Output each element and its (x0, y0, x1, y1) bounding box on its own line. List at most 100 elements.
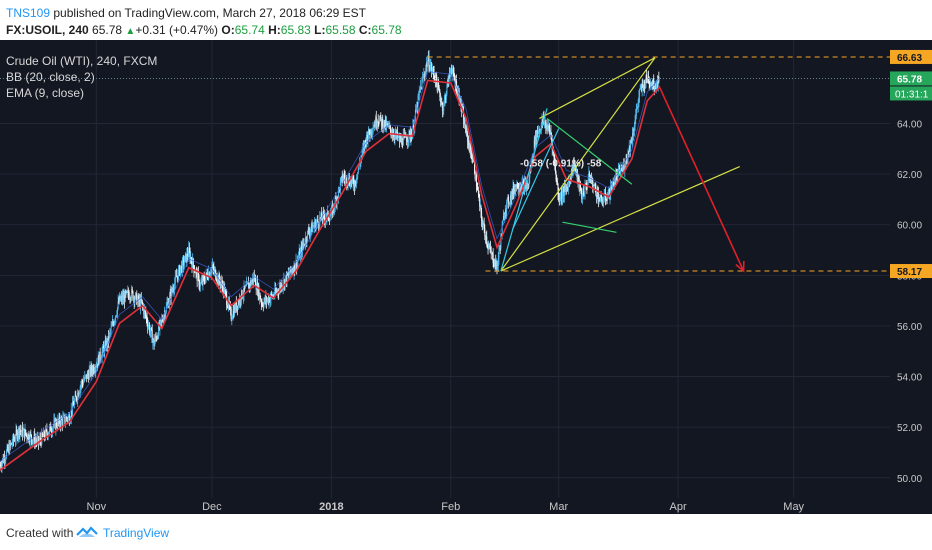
tradingview-link[interactable]: TradingView (103, 526, 170, 540)
candle-down (29, 440, 31, 443)
candle-down (576, 169, 578, 181)
candle-down (614, 182, 616, 183)
candle-up (357, 172, 359, 179)
candle-up (427, 56, 429, 61)
candle-up (274, 288, 276, 296)
candle-up (397, 136, 399, 138)
candle-up (417, 96, 419, 110)
candle-down (253, 276, 255, 280)
candle-up (220, 283, 222, 286)
candle-up (602, 202, 604, 205)
candle-up (520, 187, 522, 189)
price-chart[interactable]: -0.58 (-0.91%) -58 50.00 52.00 54.00 56.00 5… (0, 40, 932, 514)
candle-up (640, 86, 642, 89)
legend-bb[interactable]: BB (20, close, 2) (6, 70, 95, 84)
candle-up (383, 120, 385, 127)
candle-up (516, 182, 518, 187)
candle-down (106, 340, 108, 346)
candle-up (443, 99, 445, 103)
candle-down (133, 297, 135, 303)
candle-down (97, 363, 99, 366)
candle-down (405, 137, 407, 142)
symbol-quote-line: FX:USOIL, 240 65.78 ▲+0.31 (+0.47%) O:65… (6, 23, 402, 37)
candle-down (492, 253, 494, 254)
candle-up (425, 68, 427, 75)
candle-down (632, 133, 634, 135)
candle-up (231, 317, 233, 319)
candle-down (341, 175, 343, 182)
candle-down (217, 275, 219, 284)
candle-down (438, 88, 440, 91)
candle-down (426, 63, 428, 67)
open-value: 65.74 (234, 23, 265, 37)
candle-down (288, 273, 290, 275)
candle-down (545, 122, 547, 129)
candle-up (361, 155, 363, 159)
candle-down (303, 243, 305, 246)
candle-down (296, 260, 298, 268)
candle-up (212, 265, 214, 267)
candle-up (357, 169, 359, 173)
candle-down (352, 177, 354, 181)
candle-up (168, 302, 170, 308)
candle-up (399, 137, 401, 142)
candle-up (592, 184, 594, 189)
candle-down (299, 250, 301, 258)
candle-down (214, 269, 216, 271)
candle-up (310, 229, 312, 232)
candle-up (272, 295, 274, 298)
candle-down (551, 139, 553, 150)
candle-up (423, 74, 425, 78)
flag-pole-line (500, 108, 548, 272)
candle-down (143, 307, 145, 315)
candle-down (198, 275, 200, 286)
candle-down (119, 295, 121, 301)
candle-down (88, 374, 90, 380)
candle-down (483, 223, 485, 229)
candle-down (495, 261, 497, 269)
close-label: C: (358, 23, 372, 37)
candle-down (99, 351, 101, 360)
candle-up (498, 249, 500, 258)
candle-up (465, 128, 467, 133)
candle-up (463, 119, 465, 125)
candle-down (234, 306, 236, 311)
candle-down (212, 265, 214, 269)
candle-down (302, 243, 304, 246)
candle-down (556, 181, 558, 184)
candle-down (493, 263, 495, 266)
candle-up (265, 296, 267, 302)
candle-up (280, 284, 282, 289)
candle-down (250, 280, 252, 285)
candle-down (241, 290, 243, 298)
candle-down (588, 172, 590, 181)
candle-up (253, 276, 255, 283)
candle-down (452, 68, 454, 73)
candle-up (257, 285, 259, 294)
time-axis[interactable] (0, 498, 932, 514)
candle-up (544, 122, 546, 124)
candle-down (339, 187, 341, 191)
candle-down (353, 180, 355, 187)
candle-down (583, 191, 585, 196)
candle-down (420, 86, 422, 90)
candle-up (298, 250, 300, 258)
author-link[interactable]: TNS109 (6, 6, 51, 20)
legend-ema[interactable]: EMA (9, close) (6, 86, 85, 100)
candle-down (188, 247, 190, 252)
candle-down (393, 136, 395, 139)
candle-down (7, 446, 9, 451)
candle-up (58, 416, 60, 422)
candle-up (172, 289, 174, 291)
candle-down (374, 124, 376, 127)
chart-background (0, 40, 932, 514)
candle-up (55, 421, 57, 429)
candle-down (138, 295, 140, 302)
candle-up (617, 171, 619, 179)
candle-down (294, 263, 296, 271)
candle-down (558, 195, 560, 201)
candle-down (514, 189, 516, 192)
candle-up (407, 140, 409, 142)
candle-down (149, 325, 151, 333)
candle-down (400, 137, 402, 142)
